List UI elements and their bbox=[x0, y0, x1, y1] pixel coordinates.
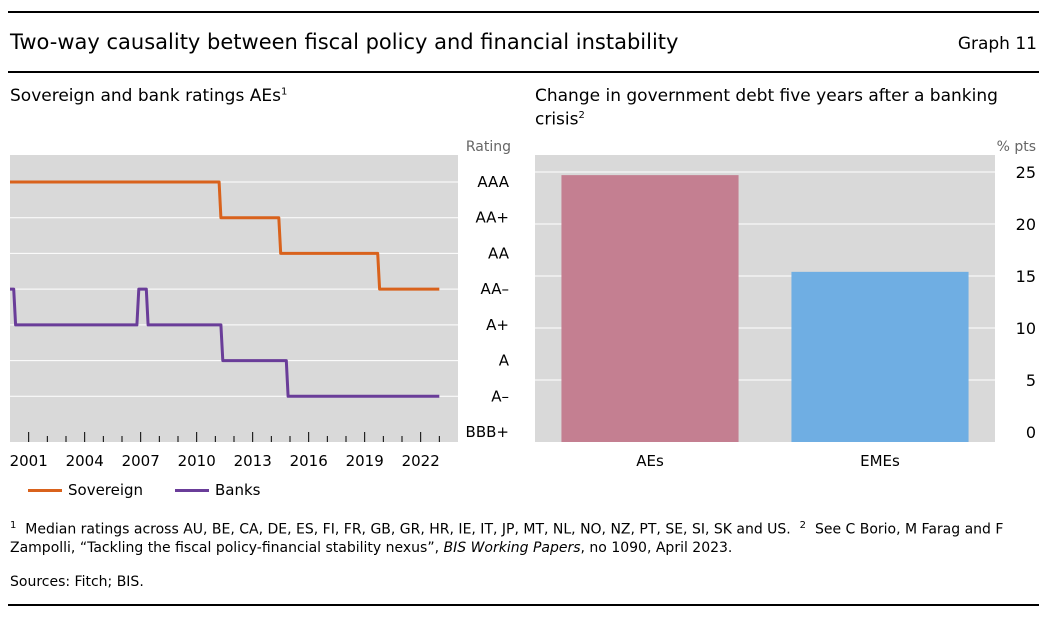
ratings-x-tick-label: 2001 bbox=[10, 452, 48, 470]
graph-number: Graph 11 bbox=[957, 34, 1037, 54]
debt-y-tick-label: 10 bbox=[1016, 319, 1036, 338]
ratings-x-tick-label: 2019 bbox=[346, 452, 384, 470]
ratings-y-tick-label: AA bbox=[488, 244, 510, 262]
legend-sovereign-label: Sovereign bbox=[68, 481, 144, 499]
footnote-line-2: Zampolli, “Tackling the fiscal policy-fi… bbox=[10, 540, 733, 556]
graph-title: Two-way causality between fiscal policy … bbox=[10, 30, 679, 54]
legend-sovereign-swatch bbox=[28, 489, 62, 492]
top-rule bbox=[8, 11, 1039, 13]
bottom-rule bbox=[8, 604, 1039, 606]
debt-y-tick-label: 20 bbox=[1016, 215, 1036, 234]
legend-banks-swatch bbox=[175, 489, 209, 492]
debt-y-tick-label: 15 bbox=[1016, 267, 1036, 286]
ratings-y-tick-label: AA+ bbox=[475, 209, 509, 227]
debt-x-tick-label: AEs bbox=[636, 452, 664, 470]
ratings-x-tick-label: 2022 bbox=[402, 452, 440, 470]
debt-axis-label: % pts bbox=[997, 139, 1036, 155]
footnote-line-1: 1 Median ratings across AU, BE, CA, DE, … bbox=[10, 520, 1004, 538]
ratings-y-tick-label: A bbox=[499, 352, 510, 370]
debt-bar-chart: 0 5 10 15 20 25 AEs EMEs % pts bbox=[535, 139, 1036, 470]
left-panel-title: Sovereign and bank ratings AEs1 bbox=[10, 86, 288, 106]
ratings-x-tick-label: 2007 bbox=[122, 452, 160, 470]
ratings-plot-area bbox=[10, 155, 458, 442]
debt-y-tick-label: 5 bbox=[1026, 371, 1036, 390]
ratings-x-tick-label: 2004 bbox=[66, 452, 104, 470]
series-line-sovereign bbox=[10, 180, 440, 291]
ratings-y-tick-label: BBB+ bbox=[466, 423, 509, 441]
series-line-banks bbox=[10, 287, 440, 398]
ratings-x-tick-label: 2013 bbox=[234, 452, 272, 470]
ratings-y-tick-label: A– bbox=[491, 387, 509, 405]
ratings-y-tick-label: AA– bbox=[481, 280, 509, 298]
right-panel-title: Change in government debt five years aft… bbox=[535, 86, 998, 130]
debt-x-tick-label: EMEs bbox=[860, 452, 900, 470]
header-rule bbox=[8, 71, 1039, 73]
sources: Sources: Fitch; BIS. bbox=[10, 574, 144, 590]
debt-y-tick-label: 0 bbox=[1026, 423, 1036, 442]
bar-aes bbox=[561, 175, 739, 442]
ratings-axis-label: Rating bbox=[466, 139, 511, 155]
debt-y-tick-label: 25 bbox=[1016, 163, 1036, 182]
ratings-y-tick-label: A+ bbox=[486, 316, 509, 334]
ratings-x-tick-label: 2010 bbox=[178, 452, 216, 470]
ratings-x-tick-label: 2016 bbox=[290, 452, 328, 470]
bar-emes bbox=[791, 271, 969, 442]
legend-banks-label: Banks bbox=[215, 481, 261, 499]
ratings-y-tick-label: AAA bbox=[477, 173, 509, 191]
